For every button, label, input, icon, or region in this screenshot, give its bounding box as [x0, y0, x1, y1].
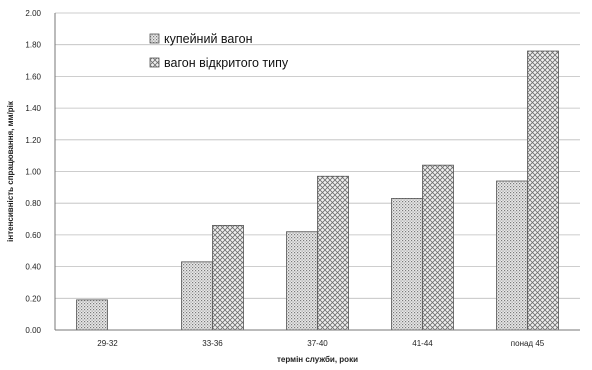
bar-open-wagon — [527, 50, 559, 331]
legend-swatch-open-wagon — [149, 57, 160, 68]
legend-swatch-coupe-wagon — [149, 33, 160, 44]
x-tick-labels: 29-32 33-36 37-40 41-44 понад 45 — [97, 339, 545, 348]
y-tick-label: 0.40 — [25, 263, 41, 272]
y-tick-label: 1.00 — [25, 168, 41, 177]
y-tick-label: 1.80 — [25, 41, 41, 50]
y-tick-label: 1.60 — [25, 72, 41, 81]
y-tick-label: 1.40 — [25, 104, 41, 113]
y-tick-label: 0.20 — [25, 294, 41, 303]
bar-open-wagon — [212, 224, 244, 331]
x-tick-label: 41-44 — [412, 339, 433, 348]
y-tick-label: 0.80 — [25, 199, 41, 208]
y-tick-label: 2.00 — [25, 9, 41, 18]
y-axis-title: інтенсивність спрацювання, мм/рік — [6, 100, 15, 242]
axes — [54, 13, 580, 331]
bar-coupe-wagon — [76, 299, 108, 331]
x-tick-label: 29-32 — [97, 339, 118, 348]
legend: купейний вагон вагон відкритого типу — [149, 32, 289, 70]
legend-label-open-wagon: вагон відкритого типу — [164, 56, 289, 70]
y-tick-labels: 0.00 0.20 0.40 0.60 0.80 1.00 1.20 1.40 1.60 1.80… — [25, 9, 41, 335]
legend-label-coupe-wagon: купейний вагон — [164, 32, 253, 46]
bar-coupe-wagon — [391, 198, 423, 331]
bars — [76, 50, 559, 331]
bar-coupe-wagon — [181, 261, 213, 331]
x-tick-label: 33-36 — [202, 339, 223, 348]
x-tick-label: 37-40 — [307, 339, 328, 348]
x-axis-title: термін служби, роки — [277, 355, 358, 364]
x-tick-label: понад 45 — [511, 339, 545, 348]
y-tick-label: 1.20 — [25, 136, 41, 145]
y-tick-label: 0.00 — [25, 326, 41, 335]
y-tick-label: 0.60 — [25, 231, 41, 240]
bar-coupe-wagon — [496, 180, 528, 331]
bar-open-wagon — [422, 164, 454, 331]
bar-coupe-wagon — [286, 231, 318, 331]
bar-open-wagon — [317, 175, 349, 331]
